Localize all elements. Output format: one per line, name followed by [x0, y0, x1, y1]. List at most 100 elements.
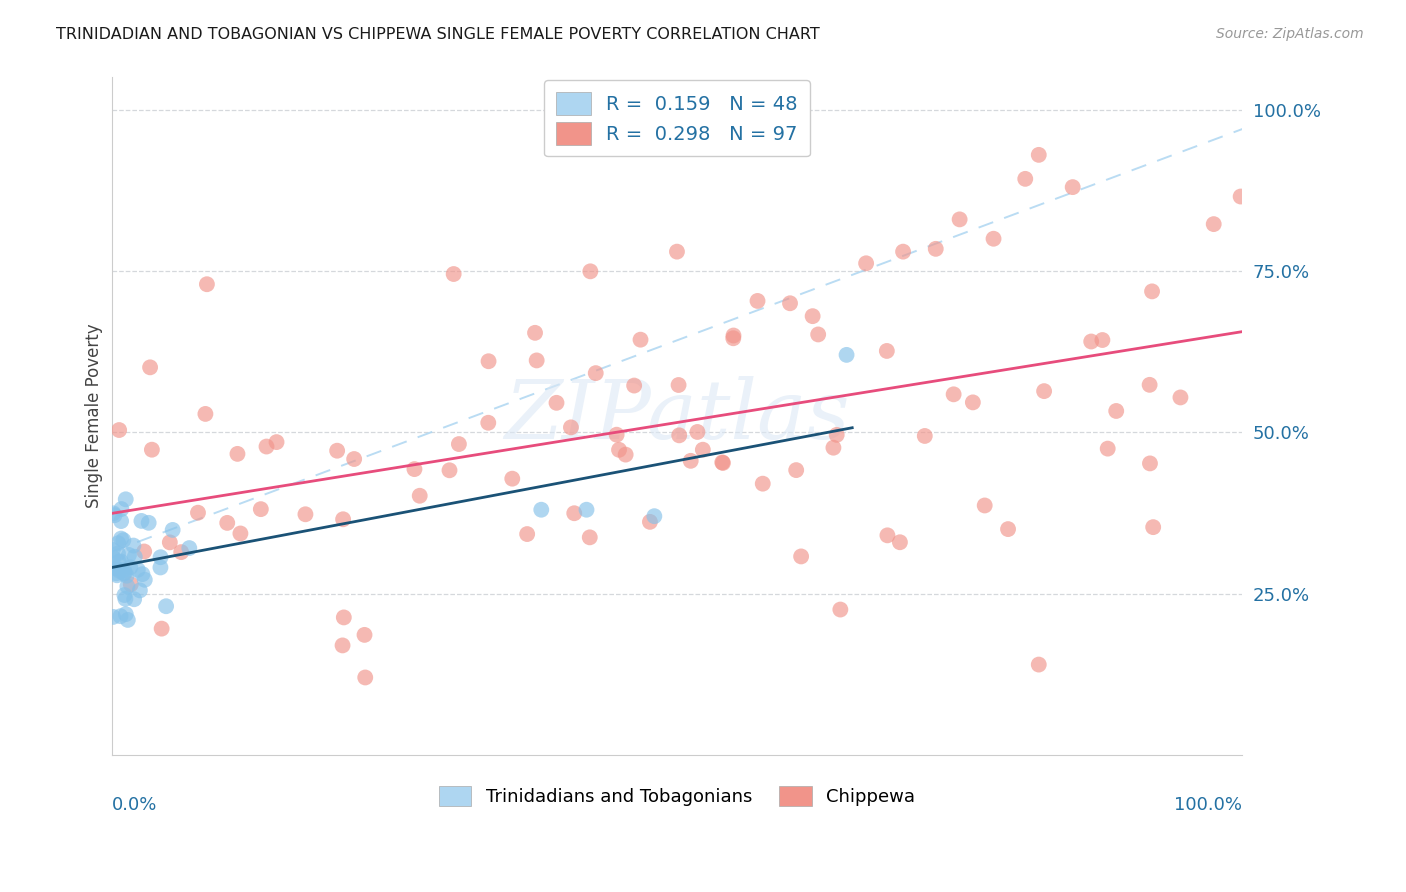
Point — [110, 532, 132, 546]
Text: Source: ZipAtlas.com: Source: ZipAtlas.com — [1216, 27, 1364, 41]
Point — [606, 427, 628, 442]
Point — [942, 387, 965, 401]
Point — [723, 331, 745, 345]
Point — [103, 508, 125, 523]
Point — [333, 610, 356, 624]
Point — [723, 328, 745, 343]
Point — [825, 428, 848, 442]
Point — [876, 528, 898, 542]
Text: 0.0%: 0.0% — [111, 796, 157, 814]
Point — [607, 442, 630, 457]
Point — [353, 628, 375, 642]
Point — [131, 567, 153, 582]
Point — [973, 499, 995, 513]
Point — [711, 456, 734, 470]
Point — [409, 489, 432, 503]
Point — [179, 541, 201, 555]
Point — [578, 530, 600, 544]
Point — [530, 502, 553, 516]
Point — [112, 533, 135, 548]
Point — [643, 509, 665, 524]
Point — [560, 420, 582, 434]
Point — [114, 588, 136, 602]
Point — [835, 348, 858, 362]
Point — [127, 563, 149, 577]
Point — [122, 539, 145, 553]
Point — [1139, 457, 1161, 471]
Point — [516, 527, 538, 541]
Point — [217, 516, 239, 530]
Point — [266, 435, 288, 450]
Point — [114, 591, 136, 606]
Point — [477, 416, 499, 430]
Point — [105, 561, 128, 575]
Point — [101, 610, 124, 624]
Point — [614, 448, 637, 462]
Point — [114, 566, 136, 580]
Point — [1028, 148, 1050, 162]
Point — [326, 443, 349, 458]
Point — [997, 522, 1019, 536]
Point — [118, 548, 141, 562]
Point — [891, 244, 914, 259]
Point — [332, 512, 354, 526]
Point — [108, 423, 131, 437]
Point — [668, 428, 690, 442]
Point — [1033, 384, 1056, 398]
Point — [229, 526, 252, 541]
Point — [524, 326, 547, 340]
Point — [668, 378, 690, 392]
Point — [579, 264, 602, 278]
Point — [1062, 180, 1084, 194]
Point — [134, 573, 156, 587]
Point — [501, 472, 523, 486]
Point — [134, 544, 156, 558]
Point — [170, 545, 193, 559]
Point — [226, 447, 249, 461]
Point — [1142, 520, 1164, 534]
Point — [404, 462, 426, 476]
Point — [1202, 217, 1225, 231]
Point — [630, 333, 652, 347]
Point — [1105, 404, 1128, 418]
Point — [1140, 285, 1163, 299]
Point — [107, 536, 129, 550]
Point — [101, 550, 124, 565]
Point — [150, 622, 173, 636]
Point — [343, 452, 366, 467]
Point — [120, 560, 142, 574]
Point — [477, 354, 499, 368]
Point — [138, 516, 160, 530]
Point — [114, 492, 136, 507]
Point — [785, 463, 807, 477]
Point — [779, 296, 801, 310]
Point — [830, 602, 852, 616]
Point — [752, 476, 775, 491]
Point — [562, 506, 585, 520]
Legend: Trinidadians and Tobagonians, Chippewa: Trinidadians and Tobagonians, Chippewa — [432, 779, 922, 814]
Text: ZIPatlas: ZIPatlas — [505, 376, 849, 456]
Point — [354, 671, 377, 685]
Point — [162, 523, 184, 537]
Point — [108, 564, 131, 578]
Point — [128, 583, 150, 598]
Point — [889, 535, 911, 549]
Point — [949, 212, 972, 227]
Point — [855, 256, 877, 270]
Point — [107, 555, 129, 569]
Point — [983, 232, 1005, 246]
Point — [105, 566, 128, 581]
Point — [141, 442, 163, 457]
Point — [823, 441, 845, 455]
Point — [914, 429, 936, 443]
Point — [120, 577, 142, 591]
Point — [962, 395, 984, 409]
Point — [439, 463, 461, 477]
Point — [149, 550, 172, 565]
Point — [876, 343, 898, 358]
Point — [110, 609, 132, 624]
Point — [790, 549, 813, 564]
Point — [801, 309, 824, 323]
Point — [159, 535, 181, 549]
Point — [250, 502, 273, 516]
